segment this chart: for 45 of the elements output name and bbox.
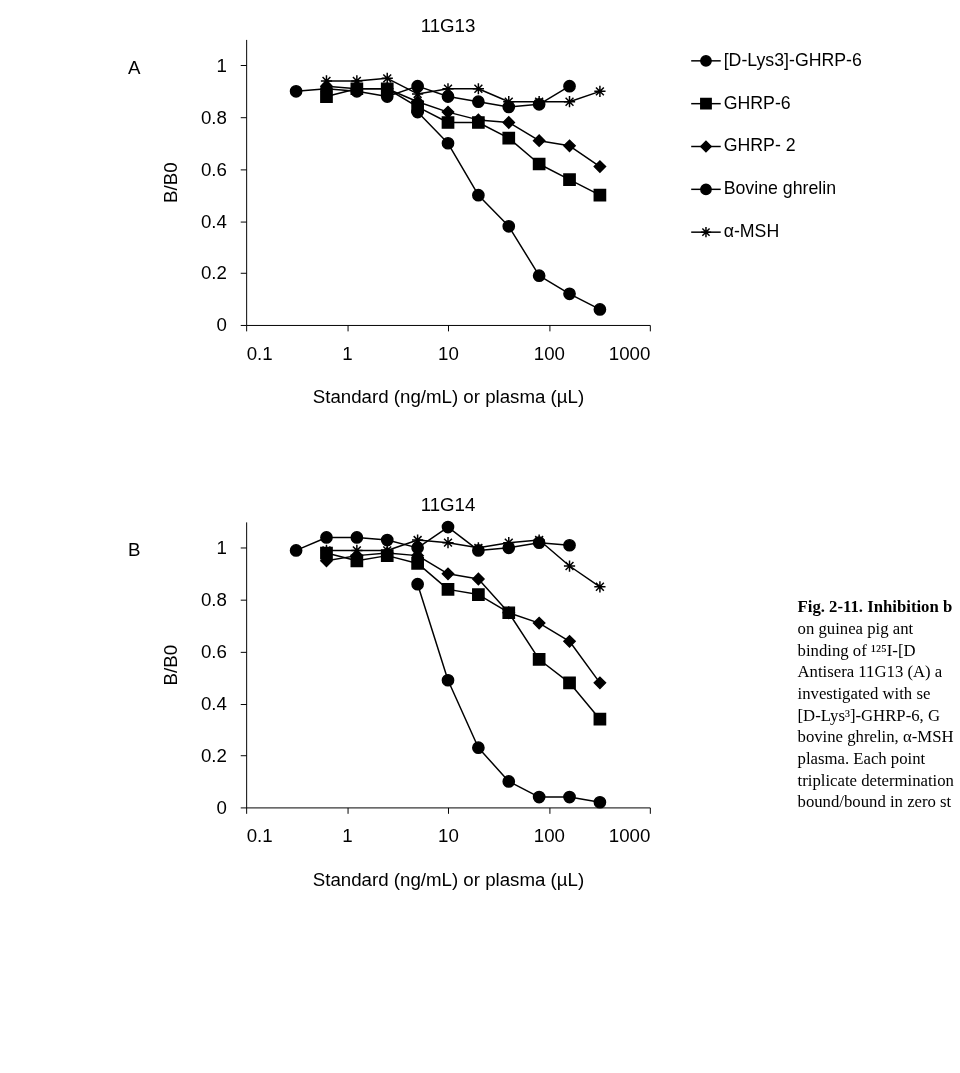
text: [D-Lys³]-GHRP-6, G bbox=[797, 705, 941, 725]
text: Antisera 11G13 (A) a bbox=[797, 662, 943, 682]
x-tick-label: 10 bbox=[438, 825, 459, 847]
x-tick-label: 1 bbox=[342, 342, 353, 364]
x-axis-title: Standard (ng/mL) or plasma (µL) bbox=[312, 868, 585, 890]
y-tick-label: 0 bbox=[216, 796, 227, 818]
text: triplicate determination bbox=[797, 770, 955, 790]
text: binding of ¹²⁵I-[D bbox=[797, 640, 916, 660]
x-tick-label: 0.1 bbox=[246, 342, 273, 364]
x-tick-label: 1000 bbox=[608, 825, 651, 847]
legend-label: GHRP- 2 bbox=[723, 135, 796, 156]
y-tick-label: 0.2 bbox=[200, 262, 227, 284]
text: plasma. Each point bbox=[797, 749, 926, 769]
y-tick-label: 0.8 bbox=[200, 589, 227, 611]
chart-title: 11G14 bbox=[420, 493, 476, 515]
y-tick-label: 0.4 bbox=[200, 210, 227, 232]
x-tick-label: 1000 bbox=[608, 342, 651, 364]
y-tick-label: 0.8 bbox=[200, 106, 227, 128]
y-tick-label: 0 bbox=[216, 314, 227, 336]
x-tick-label: 1 bbox=[342, 825, 353, 847]
caption: Fig. 2-11. Inhibition b bbox=[797, 597, 953, 617]
y-axis-title: B/B0 bbox=[160, 162, 182, 203]
x-axis-title: Standard (ng/mL) or plasma (µL) bbox=[312, 386, 585, 408]
y-tick-label: 1 bbox=[216, 537, 227, 559]
chart-title: 11G13 bbox=[420, 14, 476, 36]
legend-label: [D-Lys3]-GHRP-6 bbox=[723, 49, 862, 70]
text: investigated with se bbox=[797, 684, 931, 704]
legend-label: Bovine ghrelin bbox=[723, 178, 836, 199]
y-tick-label: 0.4 bbox=[200, 692, 227, 714]
x-tick-label: 0.1 bbox=[246, 825, 273, 847]
y-tick-label: 0.2 bbox=[200, 744, 227, 766]
x-tick-label: 10 bbox=[438, 342, 459, 364]
legend-label: GHRP-6 bbox=[723, 92, 791, 113]
text: bovine ghrelin, α-MSH bbox=[797, 727, 954, 747]
y-tick-label: 0.6 bbox=[200, 641, 227, 663]
text: B bbox=[128, 539, 141, 561]
y-axis-title: B/B0 bbox=[160, 644, 182, 686]
y-tick-label: 1 bbox=[216, 54, 227, 76]
text: A bbox=[128, 56, 141, 78]
text: bound/bound in zero st bbox=[797, 792, 952, 812]
x-tick-label: 100 bbox=[533, 342, 566, 364]
legend-label: α-MSH bbox=[723, 221, 780, 242]
y-tick-label: 0.6 bbox=[200, 158, 227, 180]
x-tick-label: 100 bbox=[533, 825, 566, 847]
text: on guinea pig ant bbox=[797, 619, 914, 639]
